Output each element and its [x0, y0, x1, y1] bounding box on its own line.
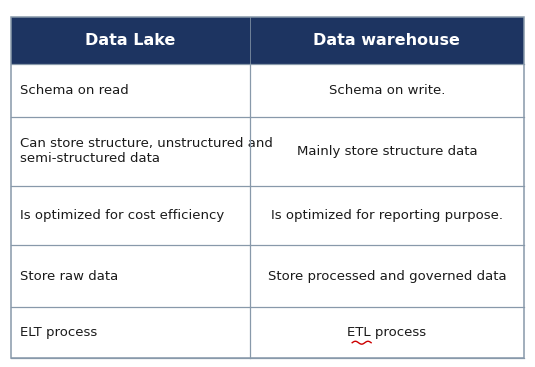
Text: Is optimized for cost efficiency: Is optimized for cost efficiency [20, 209, 225, 222]
Bar [11, 186, 524, 245]
Text: Is optimized for reporting purpose.: Is optimized for reporting purpose. [271, 209, 503, 222]
Text: Schema on read: Schema on read [20, 84, 129, 97]
Text: ETL process: ETL process [347, 326, 426, 339]
Text: Mainly store structure data: Mainly store structure data [296, 145, 477, 158]
Text: Can store structure, unstructured and
semi-structured data: Can store structure, unstructured and se… [20, 137, 273, 166]
Text: Store processed and governed data: Store processed and governed data [268, 270, 506, 283]
Text: Data Lake: Data Lake [85, 33, 175, 48]
Bar [11, 117, 524, 186]
Text: ELT process: ELT process [20, 326, 97, 339]
Text: Store raw data: Store raw data [20, 270, 119, 283]
Bar [11, 64, 524, 117]
Text: Data warehouse: Data warehouse [314, 33, 460, 48]
Bar [11, 307, 524, 358]
Text: Schema on write.: Schema on write. [328, 84, 445, 97]
Bar [11, 245, 524, 307]
Bar [11, 17, 524, 64]
